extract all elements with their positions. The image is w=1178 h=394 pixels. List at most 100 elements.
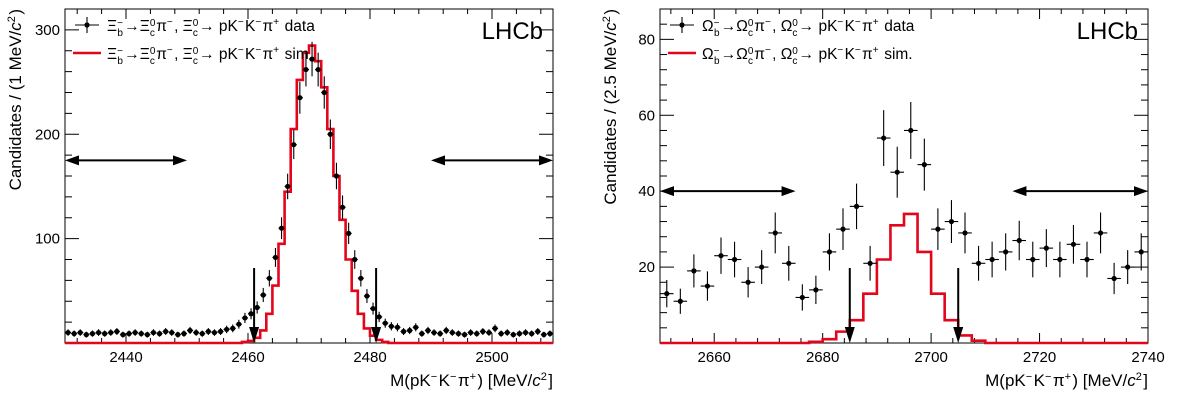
data-marker	[1097, 230, 1104, 236]
arrow-head	[371, 327, 382, 343]
y-axis-title: Candidates / (2.5 MeV/c2 )	[601, 9, 620, 205]
data-marker	[303, 66, 309, 73]
data-point	[205, 328, 212, 335]
data-point	[211, 329, 218, 336]
data-point	[321, 76, 328, 109]
data-marker	[1125, 264, 1131, 270]
data-point	[65, 329, 72, 336]
data-marker	[786, 260, 792, 266]
data-point	[443, 326, 450, 335]
x-tick-label: 2460	[231, 349, 264, 366]
data-point	[193, 329, 200, 336]
sideband-arrow	[660, 186, 796, 197]
data-point	[199, 330, 206, 337]
arrow-head-left	[65, 155, 79, 166]
data-marker	[89, 331, 96, 337]
data-marker	[346, 230, 352, 237]
data-point	[424, 326, 431, 335]
data-point	[266, 270, 273, 287]
data-point	[971, 245, 986, 281]
data-marker	[510, 332, 516, 338]
data-marker	[321, 89, 327, 96]
data-marker	[199, 331, 205, 337]
data-point	[510, 331, 517, 338]
data-point	[461, 331, 468, 338]
data-marker	[211, 329, 218, 336]
data-point	[1107, 262, 1121, 295]
data-marker	[260, 292, 266, 298]
data-point	[217, 328, 224, 335]
data-point	[1053, 241, 1067, 278]
data-marker	[272, 254, 279, 261]
legend-label-sim: Ξ− b →Ξ0 c π− , Ξ0 c → pK− K− π+ sim.	[107, 45, 313, 67]
data-point	[944, 200, 959, 244]
data-point	[673, 288, 688, 314]
data-point	[223, 325, 230, 334]
y-tick-label: 60	[638, 107, 655, 124]
data-marker	[908, 127, 914, 134]
data-point	[1039, 229, 1054, 268]
data-point	[168, 329, 175, 336]
data-marker	[772, 230, 778, 236]
data-point	[795, 284, 810, 311]
data-point	[1080, 241, 1094, 278]
data-marker	[370, 305, 376, 312]
data-point	[254, 301, 261, 314]
data-marker	[163, 328, 169, 335]
data-marker	[242, 315, 248, 321]
data-point	[504, 329, 511, 336]
data-point	[388, 322, 395, 331]
data-point	[917, 138, 932, 191]
legend-label-sim: Ω− b →Ω0 c π− , Ω0 c → pK− K− π+ sim.	[702, 45, 913, 67]
data-point	[449, 329, 456, 336]
data-point	[516, 330, 523, 337]
data-point	[714, 237, 728, 274]
legend-label-data: Ξ− b →Ξ0 c π− , Ξ0 c → pK− K− π+ data	[107, 17, 315, 39]
data-point	[809, 275, 823, 305]
y-tick-label: 100	[35, 231, 60, 248]
data-marker	[492, 325, 498, 331]
data-point	[890, 146, 904, 198]
data-point	[1093, 212, 1108, 254]
data-marker	[1070, 241, 1077, 247]
y-tick-label: 300	[35, 22, 60, 39]
data-point	[309, 41, 316, 77]
data-point	[1012, 220, 1026, 261]
x-tick-label: 2720	[1023, 349, 1056, 366]
data-marker	[169, 329, 175, 336]
data-marker	[425, 327, 431, 334]
data-marker	[266, 275, 272, 281]
data-marker	[230, 325, 236, 331]
data-marker	[826, 249, 833, 255]
data-point	[498, 330, 505, 337]
legend-marker-dot	[84, 22, 90, 28]
data-point	[400, 328, 407, 335]
data-point	[315, 52, 322, 87]
signal-window-arrow	[844, 268, 855, 343]
data-point	[339, 195, 346, 220]
x-tick-label: 2440	[109, 349, 142, 366]
data-marker	[333, 173, 340, 179]
data-point	[138, 330, 145, 337]
data-point	[660, 279, 674, 308]
data-marker	[535, 328, 541, 335]
data-marker	[236, 321, 242, 327]
data-point	[412, 323, 419, 332]
data-point	[357, 270, 364, 287]
data-point	[284, 173, 291, 200]
right-panel-omega: 2660 2680 2700 2720 2740 20 40 60 80 M(pK− K− π+ …	[601, 8, 1165, 390]
data-marker	[547, 331, 553, 337]
data-marker	[1003, 249, 1009, 255]
data-marker	[449, 329, 455, 336]
data-marker	[126, 331, 132, 337]
arrow-head	[249, 327, 260, 343]
data-marker	[664, 291, 670, 297]
data-point	[467, 329, 474, 336]
sideband-arrow	[431, 155, 553, 166]
data-point	[260, 287, 267, 303]
data-marker	[799, 294, 805, 301]
data-marker	[339, 204, 346, 210]
data-marker	[1057, 256, 1063, 263]
arrow-head-right	[539, 155, 553, 166]
data-marker	[975, 260, 982, 266]
